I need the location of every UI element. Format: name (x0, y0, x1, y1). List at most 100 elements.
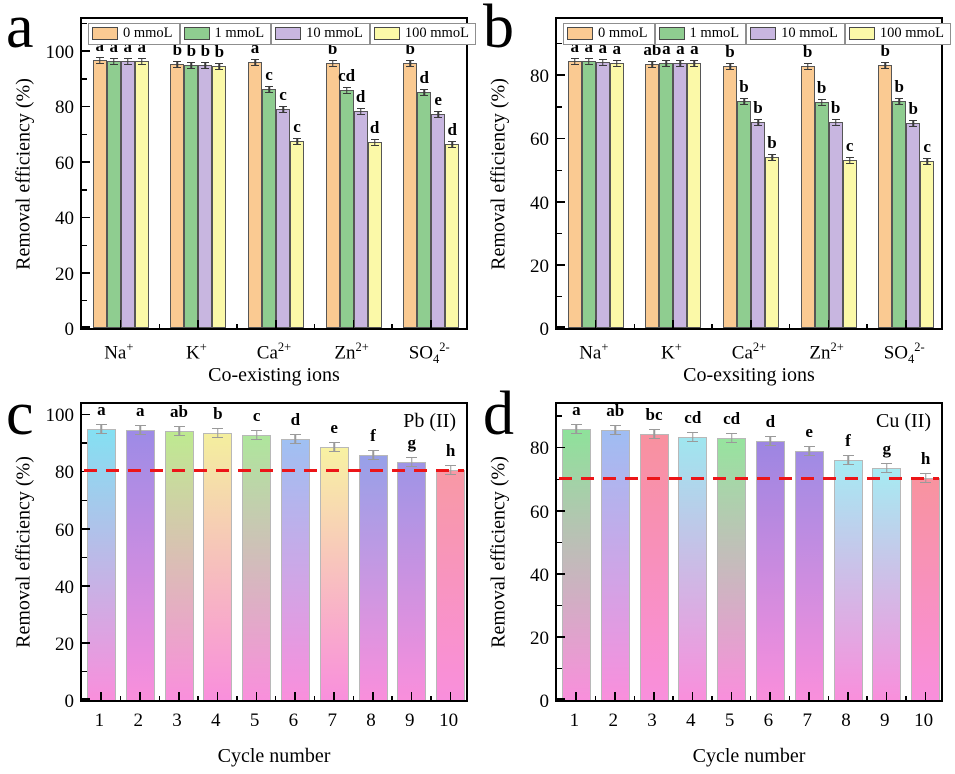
error-bar (803, 62, 812, 70)
bar-cycle-9 (872, 468, 902, 700)
bar-series-0 (878, 64, 893, 328)
y-tick (82, 272, 90, 274)
error-bar (212, 427, 224, 438)
x-category-label: 6 (288, 710, 299, 731)
y-minor-tick (557, 169, 562, 171)
y-tick-label: 40 (55, 208, 74, 230)
significance-letter: c (923, 137, 931, 157)
bar-cycle-7 (794, 450, 824, 700)
significance-letter: b (816, 77, 827, 97)
error-bar (95, 424, 107, 435)
significance-letter: a (690, 39, 699, 59)
x-tick (691, 692, 694, 700)
significance-letter: b (753, 97, 763, 117)
x-tick (333, 692, 335, 700)
significance-letter: cd (723, 408, 741, 428)
x-category-label: SO42- (883, 340, 925, 367)
x-tick (808, 692, 810, 700)
panel-label-d: d (483, 380, 514, 448)
y-tick-label: 40 (55, 576, 74, 598)
significance-letter: b (802, 41, 813, 61)
y-minor-tick (82, 556, 87, 559)
significance-letter: g (882, 439, 892, 459)
legend-swatch (275, 27, 302, 41)
x-minor-tick (711, 695, 713, 700)
y-minor-tick (557, 668, 562, 670)
x-category-label: Na+ (579, 340, 609, 364)
y-minor-tick (82, 613, 87, 616)
legend: 0 mmoL 1 mmoL 10 mmoL 100 mmoL (563, 23, 951, 45)
error-bar (570, 58, 579, 66)
bar-cycle-1 (561, 429, 591, 700)
error-bar (881, 61, 890, 69)
x-minor-tick (788, 323, 791, 328)
significance-letter: b (908, 98, 918, 118)
bar-series-1 (814, 101, 829, 328)
bar-cycle-6 (280, 438, 310, 700)
error-bar (687, 432, 699, 443)
bar-series-3 (134, 61, 149, 328)
y-minor-tick (82, 22, 87, 25)
legend-item: 10 mmoL (746, 23, 845, 45)
legend-label: 1 mmoL (689, 25, 740, 41)
legend-label: 1 mmoL (214, 25, 265, 41)
x-axis-title: Co-exsiting ions (683, 364, 815, 386)
error-bar (434, 110, 443, 118)
error-bar (842, 454, 854, 465)
panel-c: c Removal efficiency (%) a a ab b c d e f g h Pb (II… (0, 383, 477, 774)
x-minor-tick (158, 323, 160, 328)
significance-letter: ab (606, 401, 625, 421)
significance-letter: b (405, 38, 415, 58)
error-bar (448, 140, 457, 148)
x-category-label: Zn2+ (334, 340, 369, 364)
legend-label: 100 mmoL (879, 25, 944, 41)
y-minor-tick (82, 244, 87, 246)
significance-letter: cd (338, 66, 356, 86)
plot-area: a a a a b b b b a c c c b cd d d b d e d 0 mmoL 1 mmoL 10 mmoL… (80, 17, 476, 330)
y-minor-tick (82, 78, 87, 80)
x-tick (847, 692, 849, 700)
bar-series-2 (673, 62, 688, 328)
significance-letter: e (434, 89, 442, 109)
y-tick-label: 20 (530, 255, 549, 277)
x-tick (100, 692, 102, 700)
bar-series-3 (212, 65, 227, 328)
x-category-label: 3 (172, 710, 182, 731)
significance-letter: a (598, 38, 608, 58)
bar-cycle-5 (717, 437, 747, 700)
x-tick (653, 692, 655, 700)
bar-series-0 (325, 62, 340, 328)
x-tick (730, 692, 733, 700)
bar-cycle-7 (319, 446, 349, 700)
legend-swatch (750, 27, 777, 41)
error-bar (95, 57, 104, 65)
x-category-label: 5 (249, 710, 260, 731)
bar-cycle-4 (203, 432, 233, 700)
bar-cycle-9 (397, 462, 427, 700)
legend-swatch (658, 27, 685, 41)
x-minor-tick (391, 695, 393, 700)
bar-series-0 (92, 60, 107, 328)
legend-swatch (567, 27, 593, 41)
y-tick (557, 698, 565, 700)
bar-cycle-10 (436, 469, 466, 700)
x-tick (449, 692, 452, 700)
x-category-label: 8 (366, 710, 376, 731)
y-tick-label: 0 (64, 319, 75, 340)
bar-cycle-8 (358, 454, 388, 700)
x-category-label: 3 (647, 710, 657, 731)
y-minor-tick (557, 541, 562, 544)
x-minor-tick (119, 695, 122, 700)
x-axis-title: Cycle number (217, 745, 331, 767)
reference-line (84, 469, 464, 473)
significance-letter: f (370, 425, 376, 445)
error-bar (187, 61, 196, 69)
error-bar (328, 59, 337, 67)
y-tick-label: 60 (55, 519, 74, 541)
bar-series-1 (659, 63, 674, 328)
y-tick-label: 80 (530, 438, 549, 460)
significance-letter: b (186, 40, 197, 60)
y-tick-label: 80 (55, 97, 74, 119)
bar-series-1 (581, 61, 596, 328)
